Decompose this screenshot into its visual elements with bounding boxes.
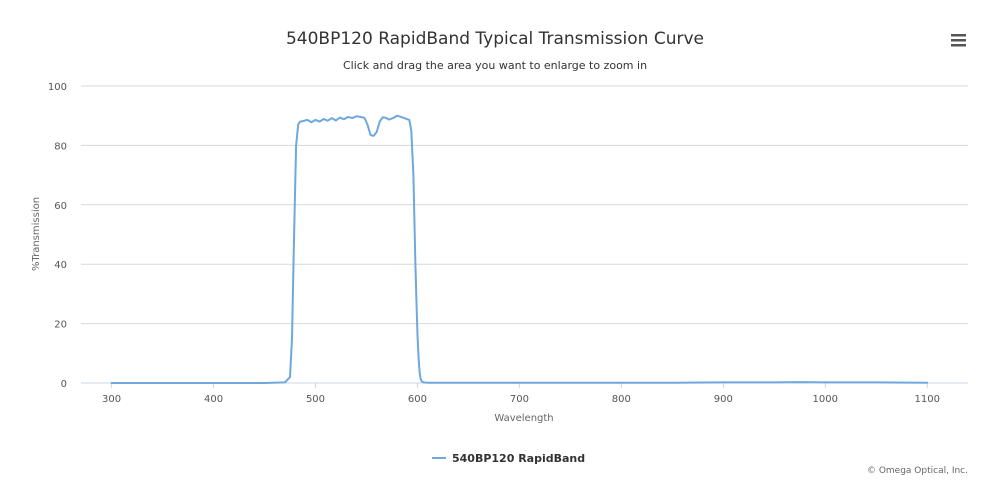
y-axis-title: %Transmission xyxy=(31,197,42,271)
x-tick-label: 400 xyxy=(204,394,223,405)
x-tick-label: 600 xyxy=(408,394,427,405)
y-tick-label: 0 xyxy=(61,379,67,390)
y-tick-label: 60 xyxy=(54,201,67,212)
chart-subtitle: Click and drag the area you want to enla… xyxy=(343,59,647,72)
x-tick-label: 1100 xyxy=(914,394,939,405)
legend[interactable]: 540BP120 RapidBand xyxy=(432,452,585,465)
x-tick-label: 900 xyxy=(714,394,733,405)
y-tick-label: 80 xyxy=(54,141,67,152)
y-axis-tick-labels: 0 20 40 60 80 100 xyxy=(48,82,67,390)
x-axis-tick-labels: 300 400 500 600 700 800 900 1000 1100 xyxy=(102,383,940,405)
chart-title: 540BP120 RapidBand Typical Transmission … xyxy=(286,29,704,49)
hamburger-menu-icon[interactable] xyxy=(948,30,970,50)
x-tick-label: 1000 xyxy=(813,394,838,405)
x-axis-title: Wavelength xyxy=(494,413,553,424)
series-line[interactable] xyxy=(110,114,929,384)
credits-text[interactable]: © Omega Optical, Inc. xyxy=(867,466,968,476)
x-tick-label: 500 xyxy=(306,394,325,405)
x-tick-label: 700 xyxy=(510,394,529,405)
y-tick-label: 100 xyxy=(48,82,67,93)
x-tick-label: 300 xyxy=(102,394,121,405)
x-tick-label: 800 xyxy=(612,394,631,405)
y-tick-label: 40 xyxy=(54,260,67,271)
legend-item-label[interactable]: 540BP120 RapidBand xyxy=(452,452,585,465)
y-tick-label: 20 xyxy=(54,320,67,331)
plot-area[interactable] xyxy=(110,114,929,384)
